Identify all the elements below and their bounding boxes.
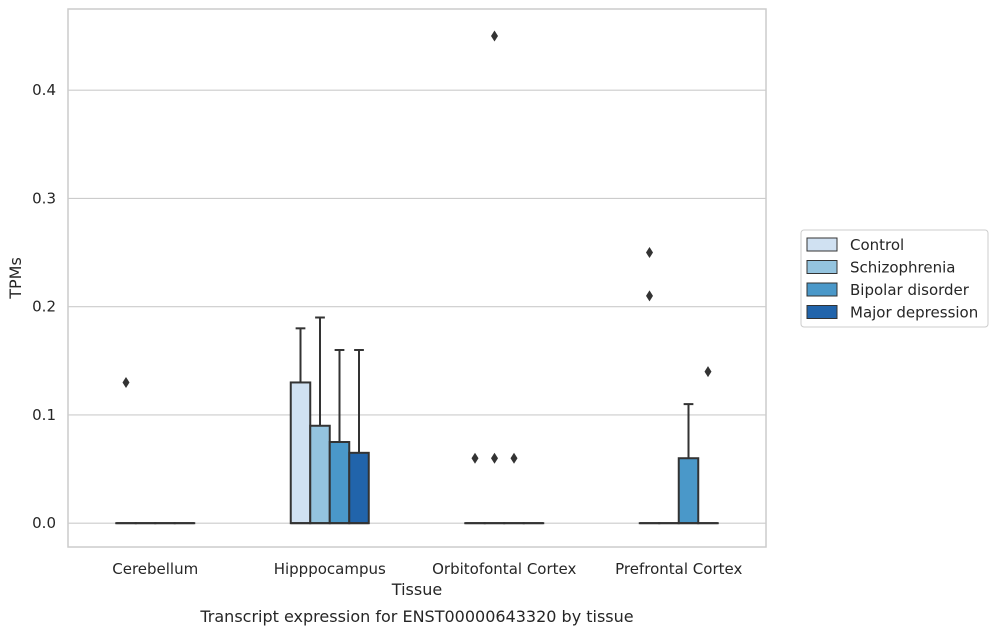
- x-tick-label: Hipppocampus: [274, 560, 386, 578]
- chart-caption: Transcript expression for ENST0000064332…: [199, 607, 633, 626]
- outlier-point: [704, 366, 712, 378]
- box-body: [328, 440, 351, 525]
- box-control: [464, 452, 486, 525]
- outlier-point: [122, 376, 130, 388]
- box-body: [289, 381, 312, 525]
- legend-label: Schizophrenia: [850, 259, 955, 277]
- legend-label: Control: [850, 236, 904, 254]
- legend-swatch: [806, 305, 838, 319]
- y-tick-label: 0.3: [32, 189, 56, 207]
- outlier-point: [491, 452, 498, 464]
- outlier-point: [646, 290, 653, 302]
- box-body: [677, 457, 700, 525]
- x-tick-label: Orbitofontal Cortex: [432, 560, 576, 578]
- box-control: [638, 247, 661, 525]
- box-major-depression: [348, 348, 370, 525]
- y-axis-label: TPMs: [6, 257, 25, 300]
- plot-frame: [67, 8, 767, 548]
- legend-box: [800, 229, 989, 328]
- box-major-depression: [697, 366, 719, 525]
- y-tick-label: 0.0: [32, 514, 56, 532]
- outlier-point: [646, 247, 653, 259]
- box-body: [348, 451, 370, 525]
- box-body: [309, 424, 331, 525]
- legend-label: Bipolar disorder: [850, 281, 970, 299]
- legend-swatch: [806, 260, 838, 274]
- box-bipolar-disorder: [503, 452, 525, 525]
- legend-label: Major depression: [850, 304, 978, 322]
- plot-area: 0.0 0.1 0.2 0.3 0.4 Cerebellum Hipppocampus Orb…: [32, 8, 767, 578]
- box-bipolar-disorder: [328, 348, 351, 525]
- box-control: [115, 376, 137, 525]
- x-tick-label: Prefrontal Cortex: [615, 560, 742, 578]
- x-axis-label: Tissue: [391, 580, 442, 599]
- box-schizophrenia: [483, 30, 506, 525]
- box-bipolar-disorder: [677, 403, 700, 525]
- legend-swatch: [806, 282, 838, 297]
- y-tick-label: 0.1: [32, 406, 56, 424]
- y-tick-label: 0.4: [32, 81, 56, 99]
- y-tick-label: 0.2: [32, 298, 56, 316]
- outlier-point: [471, 452, 479, 464]
- outlier-point: [510, 452, 518, 464]
- x-tick-label: Cerebellum: [112, 560, 198, 578]
- legend-swatch: [806, 237, 838, 252]
- box-schizophrenia: [309, 316, 331, 525]
- legend: Control Schizophrenia Bipolar disorder Majo…: [800, 229, 989, 328]
- box-control: [289, 327, 312, 525]
- outlier-point: [491, 30, 498, 42]
